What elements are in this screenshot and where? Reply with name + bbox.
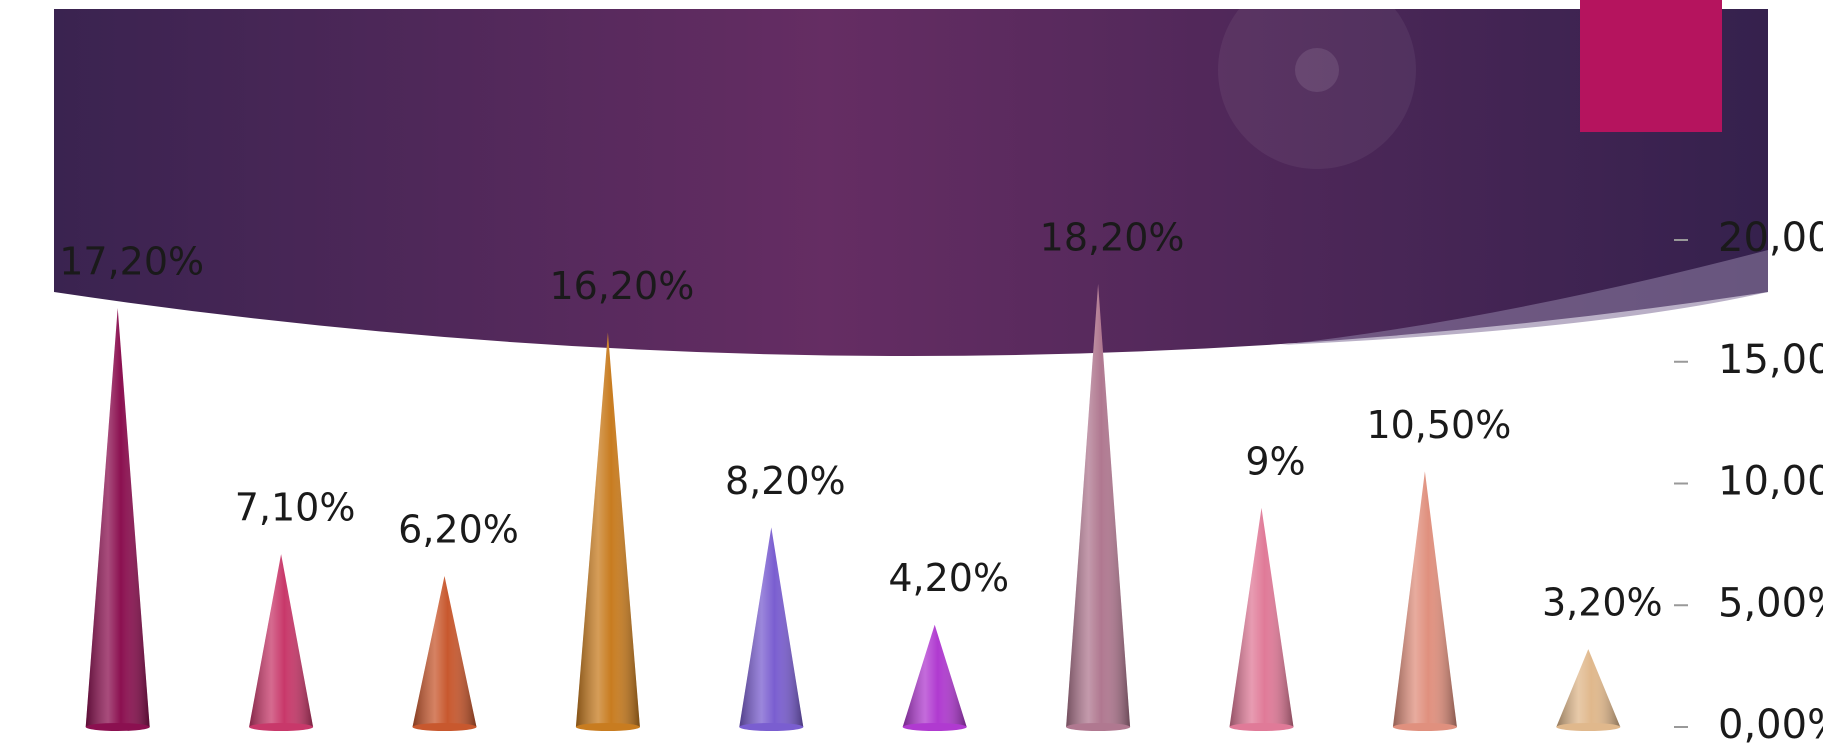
cone-shade (412, 576, 477, 727)
value-label: 6,20% (398, 508, 519, 552)
cone-shade (1392, 471, 1457, 727)
y-tick-label: 5,00% (1718, 580, 1823, 626)
cone-shade (1229, 507, 1294, 727)
cone-base (249, 723, 314, 731)
deco-circle (1218, 0, 1416, 169)
cone-base (1556, 723, 1621, 731)
value-label: 3,20% (1542, 581, 1663, 625)
value-label: 17,20% (59, 240, 204, 284)
cone-shade (1556, 649, 1621, 727)
value-label: 7,10% (235, 486, 356, 530)
plot: 0,00% 5,00% 10,00% 15,00% 20,00% 17,20% 7,10% 6… (59, 215, 1823, 748)
y-tick-label: 10,00% (1718, 459, 1823, 505)
cone-base (575, 723, 640, 731)
value-label: 16,20% (549, 264, 694, 308)
value-label: 8,20% (725, 459, 846, 503)
cone-base (412, 723, 477, 731)
cone-base (85, 723, 150, 731)
cone-shade (575, 332, 640, 727)
y-tick-label: 15,00% (1718, 337, 1823, 383)
y-tick-label: 20,00% (1718, 215, 1823, 261)
value-label: 4,20% (888, 556, 1009, 600)
banner (54, 9, 1768, 356)
cone-base (1229, 723, 1294, 731)
cone-shade (249, 554, 314, 727)
cone-shade (85, 308, 150, 727)
cone-shade (902, 624, 967, 727)
cone-shade (739, 527, 804, 727)
deco-dot (1295, 48, 1339, 92)
accent-square (1580, 0, 1722, 132)
value-label: 18,20% (1040, 215, 1185, 259)
cone-base (739, 723, 804, 731)
cone-base (1392, 723, 1457, 731)
cone-base (1066, 723, 1131, 731)
value-label: 9% (1245, 439, 1305, 483)
cone-base (902, 723, 967, 731)
cone-shade (1066, 283, 1131, 727)
value-label: 10,50% (1366, 403, 1511, 447)
y-tick-label: 0,00% (1718, 702, 1823, 748)
banner-accent (1280, 250, 1768, 345)
